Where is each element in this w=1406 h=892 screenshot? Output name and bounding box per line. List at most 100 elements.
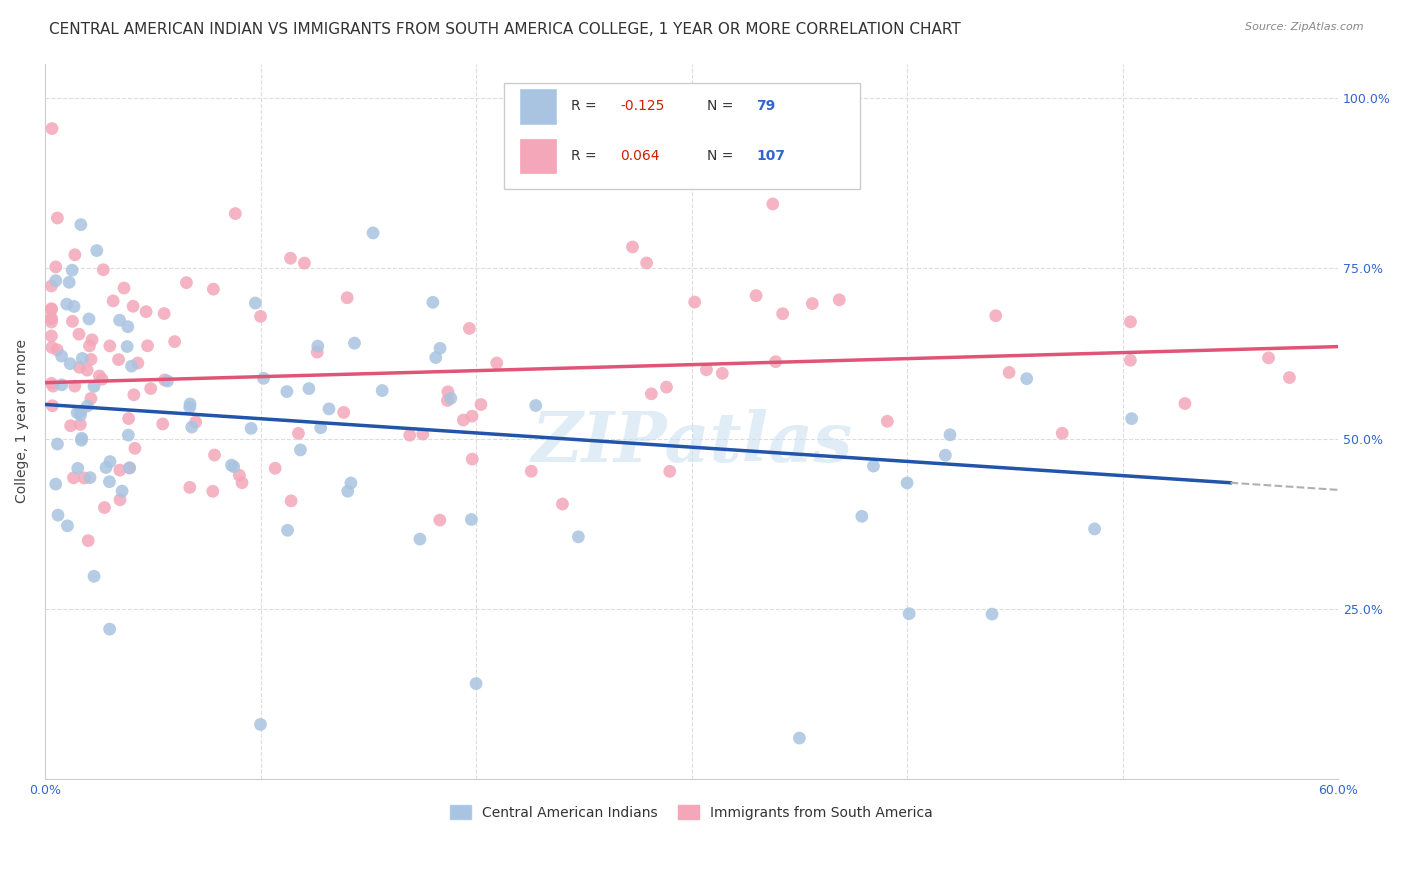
Point [280,251,302,265]
Point [98,454,121,468]
Point [851,509,873,524]
Point [118,461,141,475]
Point [343,336,366,351]
Point [62,314,84,328]
Point [101,293,124,308]
Point [45,260,67,274]
Point [801,296,824,310]
Point [998,366,1021,380]
Point [59,418,82,433]
Point [112,281,135,295]
FancyBboxPatch shape [505,83,859,189]
Text: 0.064: 0.064 [620,149,659,163]
Point [76,399,98,413]
Point [70,434,93,448]
Point [58,275,80,289]
Point [73,471,96,485]
Point [152,417,174,431]
Point [772,307,794,321]
Point [180,420,202,434]
Text: N =: N = [707,99,738,113]
Point [934,448,956,462]
Point [939,427,962,442]
Point [862,459,884,474]
Point [621,240,644,254]
Point [1257,351,1279,365]
Point [163,334,186,349]
Point [46,211,69,225]
Point [83,569,105,583]
Point [318,401,340,416]
Point [72,351,94,366]
Point [184,415,207,429]
Point [139,382,162,396]
Point [1083,522,1105,536]
Point [460,512,482,526]
Point [41,341,63,355]
Point [371,384,394,398]
Point [876,414,898,428]
Text: Source: ZipAtlas.com: Source: ZipAtlas.com [1246,22,1364,32]
Point [41,302,63,317]
Point [45,274,67,288]
Text: CENTRAL AMERICAN INDIAN VS IMMIGRANTS FROM SOUTH AMERICA COLLEGE, 1 YEAR OR MORE: CENTRAL AMERICAN INDIAN VS IMMIGRANTS FR… [49,22,960,37]
Point [307,339,329,353]
Point [70,431,93,445]
Point [745,288,768,302]
Point [98,339,121,353]
Point [56,518,79,533]
Point [470,398,492,412]
Point [77,312,100,326]
FancyBboxPatch shape [520,139,555,173]
Point [231,475,253,490]
Point [41,121,63,136]
Point [280,494,302,508]
Point [80,392,103,406]
Point [127,356,149,370]
Point [361,226,384,240]
Text: R =: R = [571,99,602,113]
Point [63,379,86,393]
Point [135,304,157,318]
Point [249,310,271,324]
Point [117,428,139,442]
Point [176,276,198,290]
Point [41,315,63,329]
Point [765,354,787,368]
Point [222,459,245,474]
Point [122,388,145,402]
Point [51,377,73,392]
Point [108,463,131,477]
Point [55,297,77,311]
Point [252,371,274,385]
Point [485,356,508,370]
Text: R =: R = [571,149,602,163]
Point [298,382,321,396]
Point [981,607,1004,621]
Point [62,471,84,485]
Point [63,300,86,314]
Point [86,244,108,258]
Point [1050,426,1073,441]
Point [69,408,91,422]
Point [1174,396,1197,410]
Point [94,460,117,475]
Point [221,458,243,472]
Point [98,475,121,489]
Point [153,307,176,321]
Legend: Central American Indians, Immigrants from South America: Central American Indians, Immigrants fro… [444,799,939,826]
Point [41,329,63,343]
Point [398,428,420,442]
Point [179,480,201,494]
Point [201,484,224,499]
Point [309,421,332,435]
Point [276,384,298,399]
Point [79,339,101,353]
Point [636,256,658,270]
Point [461,452,484,467]
Point [789,731,811,745]
Point [77,533,100,548]
Point [70,218,93,232]
Point [984,309,1007,323]
Point [896,475,918,490]
